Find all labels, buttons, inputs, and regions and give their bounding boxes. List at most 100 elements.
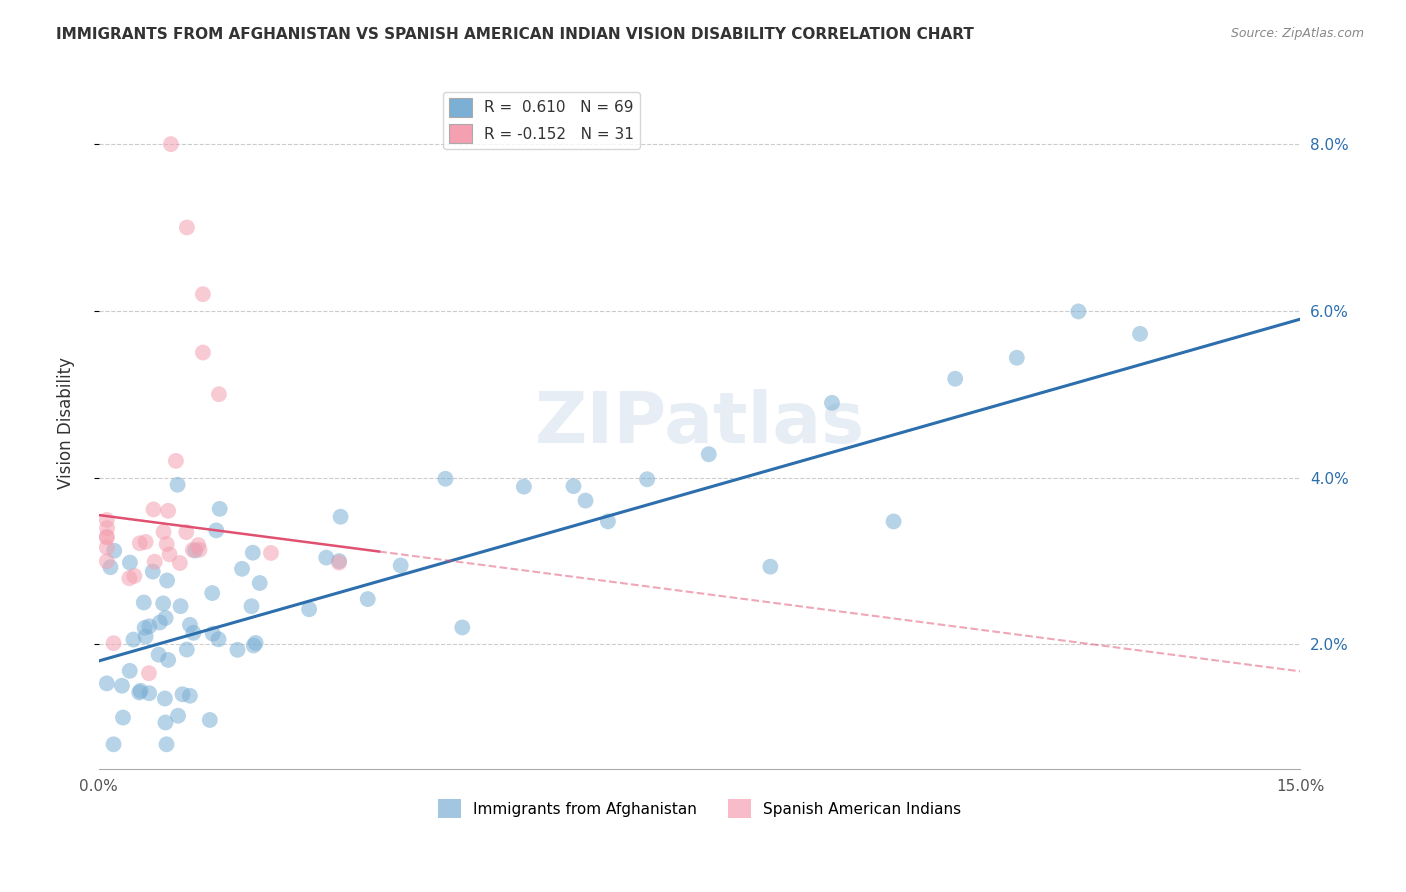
- Point: [260, 546, 283, 560]
- Point: [96, 541, 118, 555]
- Point: [245, 636, 267, 650]
- Point: [138, 619, 160, 633]
- Point: [96, 676, 118, 690]
- Point: [135, 630, 157, 644]
- Point: [179, 689, 201, 703]
- Point: [157, 504, 180, 518]
- Point: [231, 562, 253, 576]
- Point: [389, 558, 412, 573]
- Point: [208, 501, 231, 516]
- Point: [1129, 326, 1152, 341]
- Point: [159, 547, 181, 561]
- Point: [155, 737, 177, 751]
- Text: Source: ZipAtlas.com: Source: ZipAtlas.com: [1230, 27, 1364, 40]
- Point: [329, 509, 352, 524]
- Point: [242, 639, 264, 653]
- Point: [160, 137, 183, 152]
- Point: [176, 525, 198, 540]
- Point: [328, 554, 350, 568]
- Point: [166, 477, 188, 491]
- Point: [124, 569, 146, 583]
- Point: [315, 550, 337, 565]
- Point: [242, 546, 264, 560]
- Point: [181, 542, 204, 557]
- Point: [1067, 304, 1090, 318]
- Point: [187, 538, 209, 552]
- Point: [167, 708, 190, 723]
- Point: [184, 543, 207, 558]
- Point: [148, 648, 170, 662]
- Point: [226, 643, 249, 657]
- Point: [169, 599, 191, 614]
- Point: [156, 574, 179, 588]
- Point: [205, 524, 228, 538]
- Point: [451, 620, 474, 634]
- Point: [96, 554, 118, 568]
- Point: [176, 220, 198, 235]
- Point: [128, 685, 150, 699]
- Point: [562, 479, 585, 493]
- Point: [142, 565, 165, 579]
- Point: [240, 599, 263, 614]
- Point: [155, 611, 177, 625]
- Point: [697, 447, 720, 461]
- Point: [574, 493, 596, 508]
- Point: [103, 543, 125, 558]
- Point: [183, 625, 205, 640]
- Point: [122, 632, 145, 647]
- Point: [172, 687, 194, 701]
- Point: [143, 555, 166, 569]
- Point: [111, 710, 134, 724]
- Point: [188, 542, 211, 557]
- Point: [249, 576, 271, 591]
- Point: [1005, 351, 1028, 365]
- Point: [207, 632, 229, 647]
- Point: [156, 537, 179, 551]
- Point: [152, 524, 174, 539]
- Point: [118, 571, 141, 585]
- Point: [103, 737, 125, 751]
- Point: [96, 513, 118, 527]
- Legend: Immigrants from Afghanistan, Spanish American Indians: Immigrants from Afghanistan, Spanish Ame…: [432, 793, 967, 824]
- Point: [759, 559, 782, 574]
- Point: [201, 626, 224, 640]
- Point: [513, 480, 536, 494]
- Text: IMMIGRANTS FROM AFGHANISTAN VS SPANISH AMERICAN INDIAN VISION DISABILITY CORRELA: IMMIGRANTS FROM AFGHANISTAN VS SPANISH A…: [56, 27, 974, 42]
- Point: [111, 679, 134, 693]
- Point: [96, 530, 118, 544]
- Point: [149, 615, 172, 630]
- Point: [179, 618, 201, 632]
- Point: [155, 715, 177, 730]
- Point: [138, 666, 160, 681]
- Point: [357, 592, 380, 607]
- Point: [165, 454, 187, 468]
- Point: [134, 621, 156, 635]
- Point: [118, 664, 141, 678]
- Point: [132, 595, 155, 609]
- Y-axis label: Vision Disability: Vision Disability: [58, 358, 75, 490]
- Point: [191, 287, 214, 301]
- Point: [198, 713, 221, 727]
- Point: [157, 653, 180, 667]
- Point: [152, 596, 174, 610]
- Point: [100, 560, 122, 574]
- Point: [208, 387, 231, 401]
- Point: [328, 556, 350, 570]
- Point: [96, 531, 118, 545]
- Point: [298, 602, 321, 616]
- Point: [596, 515, 619, 529]
- Point: [135, 535, 157, 549]
- Point: [153, 691, 176, 706]
- Point: [129, 683, 152, 698]
- Point: [118, 556, 141, 570]
- Point: [201, 586, 224, 600]
- Point: [96, 521, 118, 535]
- Text: ZIPatlas: ZIPatlas: [534, 389, 865, 458]
- Point: [142, 502, 165, 516]
- Point: [169, 556, 191, 570]
- Point: [191, 345, 214, 359]
- Point: [103, 636, 125, 650]
- Point: [138, 686, 160, 700]
- Point: [943, 372, 966, 386]
- Point: [821, 396, 844, 410]
